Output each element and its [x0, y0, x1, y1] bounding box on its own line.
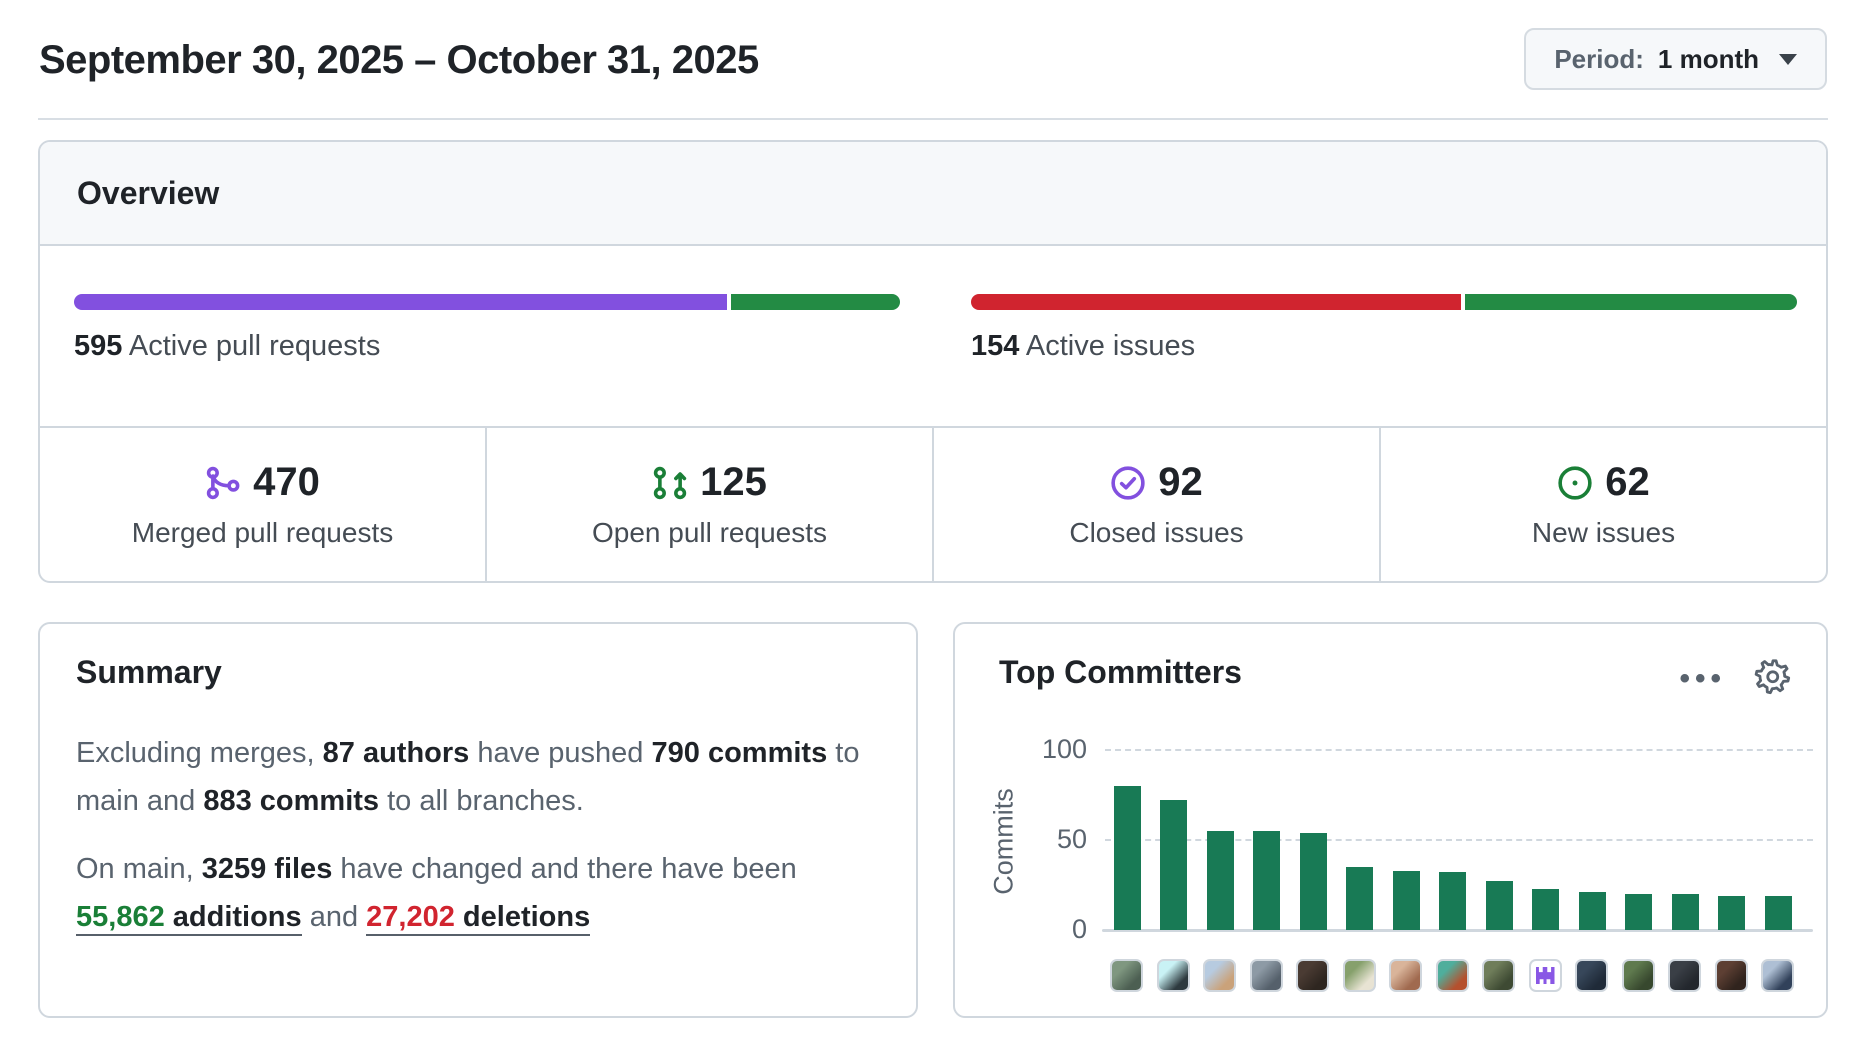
deletions-word: deletions: [454, 901, 591, 933]
summary-paragraph-2: On main, 3259 files have changed and the…: [76, 845, 876, 941]
committer-avatar[interactable]: [1203, 959, 1236, 992]
commit-bar: [1439, 872, 1466, 930]
new-issues-value: 62: [1605, 460, 1650, 504]
gear-icon[interactable]: [1754, 658, 1792, 696]
committer-avatar[interactable]: [1668, 959, 1701, 992]
commits-bar-chart: Commits 100 50 0: [955, 624, 1826, 1016]
commit-bar: [1485, 881, 1513, 930]
commit-bar: [1718, 896, 1745, 930]
top-committers-card: Top Committers ••• Commits 100 50 0: [953, 622, 1828, 1018]
new-issues-segment: [1464, 294, 1797, 310]
robot-glyph: [1535, 967, 1555, 984]
commit-bar: [1253, 831, 1280, 930]
open-pr-value: 125: [700, 460, 767, 504]
y-tick-100: 100: [1041, 734, 1087, 764]
overview-card: Overview 595 Active pull requests 154 Ac…: [38, 140, 1828, 583]
open-pr-segment: [730, 294, 900, 310]
issue-closed-icon: [1110, 465, 1146, 501]
commit-bar: [1625, 894, 1652, 930]
closed-issues-label: Closed issues: [1069, 517, 1244, 548]
open-pr-label: Open pull requests: [591, 517, 828, 548]
overview-title: Overview: [77, 174, 220, 211]
stat-closed-issues[interactable]: 92 Closed issues: [932, 428, 1379, 581]
active-pull-requests-caption: 595 Active pull requests: [74, 330, 380, 363]
commit-bar: [1206, 831, 1234, 930]
header-divider: [38, 118, 1828, 120]
committer-avatar[interactable]: [1296, 959, 1329, 992]
committer-avatar[interactable]: [1761, 959, 1794, 992]
deletions-link[interactable]: 27,202 deletions: [366, 901, 591, 936]
additions-number: 55,862: [76, 901, 165, 933]
gridline-50: [1105, 839, 1813, 841]
commit-bar: [1764, 896, 1792, 930]
commit-bar: [1160, 800, 1187, 930]
committer-avatar[interactable]: [1575, 959, 1608, 992]
git-pull-request-icon: [652, 465, 688, 501]
git-merge-icon: [205, 465, 241, 501]
closed-issues-segment: [971, 294, 1461, 310]
merged-pr-value: 470: [253, 460, 320, 504]
summary-card: Summary Excluding merges, 87 authors hav…: [38, 622, 918, 1018]
gridline-100: [1105, 749, 1813, 751]
chevron-down-icon: [1779, 53, 1797, 65]
committer-avatar[interactable]: [1482, 959, 1515, 992]
commit-bar: [1299, 833, 1327, 930]
issues-meter: [971, 294, 1797, 310]
issue-opened-icon: [1557, 465, 1593, 501]
active-issues-count: 154: [971, 330, 1020, 362]
active-issues-label: Active issues: [1025, 330, 1196, 362]
y-tick-0: 0: [1071, 914, 1087, 944]
committer-avatar[interactable]: [1249, 959, 1283, 992]
additions-word: additions: [164, 901, 302, 933]
additions-link[interactable]: 55,862 additions: [76, 901, 302, 936]
commit-bar: [1392, 871, 1420, 930]
commit-bar: [1346, 867, 1373, 930]
active-issues-caption: 154 Active issues: [971, 330, 1195, 363]
period-value: 1 month: [1657, 43, 1759, 74]
overview-stats-row: 470 Merged pull requests 125 Open pull r…: [40, 426, 1826, 581]
merged-pr-label: Merged pull requests: [131, 517, 394, 548]
commit-bar: [1532, 889, 1559, 930]
closed-issues-value: 92: [1158, 460, 1203, 504]
summary-paragraph-1: Excluding merges, 87 authors have pushed…: [76, 737, 860, 817]
stat-open-pull-requests[interactable]: 125 Open pull requests: [485, 428, 932, 581]
deletions-number: 27,202: [366, 901, 455, 933]
committer-avatar[interactable]: [1342, 959, 1376, 992]
merged-pr-segment: [74, 294, 727, 310]
stat-new-issues[interactable]: 62 New issues: [1379, 428, 1826, 581]
committer-avatar[interactable]: [1528, 959, 1562, 992]
new-issues-label: New issues: [1531, 517, 1676, 548]
active-pr-label: Active pull requests: [128, 330, 381, 362]
committer-avatar[interactable]: [1389, 959, 1422, 992]
commit-bar: [1113, 786, 1141, 930]
committer-avatar[interactable]: [1714, 959, 1748, 992]
x-axis-line: [1102, 929, 1813, 932]
page-title: September 30, 2025 – October 31, 2025: [39, 38, 759, 82]
overview-card-header: Overview: [40, 142, 1826, 246]
pull-requests-meter: [74, 294, 900, 310]
period-label: Period:: [1554, 43, 1644, 74]
commit-bar: [1671, 894, 1699, 930]
stat-merged-pull-requests[interactable]: 470 Merged pull requests: [40, 428, 485, 581]
committer-avatar[interactable]: [1156, 959, 1190, 992]
committer-avatar[interactable]: [1621, 959, 1655, 992]
y-tick-50: 50: [1056, 824, 1087, 854]
top-committers-title: Top Committers: [999, 654, 1242, 690]
commit-bar: [1578, 892, 1606, 930]
committer-avatar[interactable]: [1110, 959, 1143, 992]
kebab-menu-icon[interactable]: •••: [1679, 662, 1726, 695]
period-dropdown-button[interactable]: Period: 1 month: [1524, 28, 1827, 90]
committer-avatar[interactable]: [1435, 959, 1469, 992]
summary-title: Summary: [76, 654, 222, 690]
active-pr-count: 595: [74, 330, 123, 362]
